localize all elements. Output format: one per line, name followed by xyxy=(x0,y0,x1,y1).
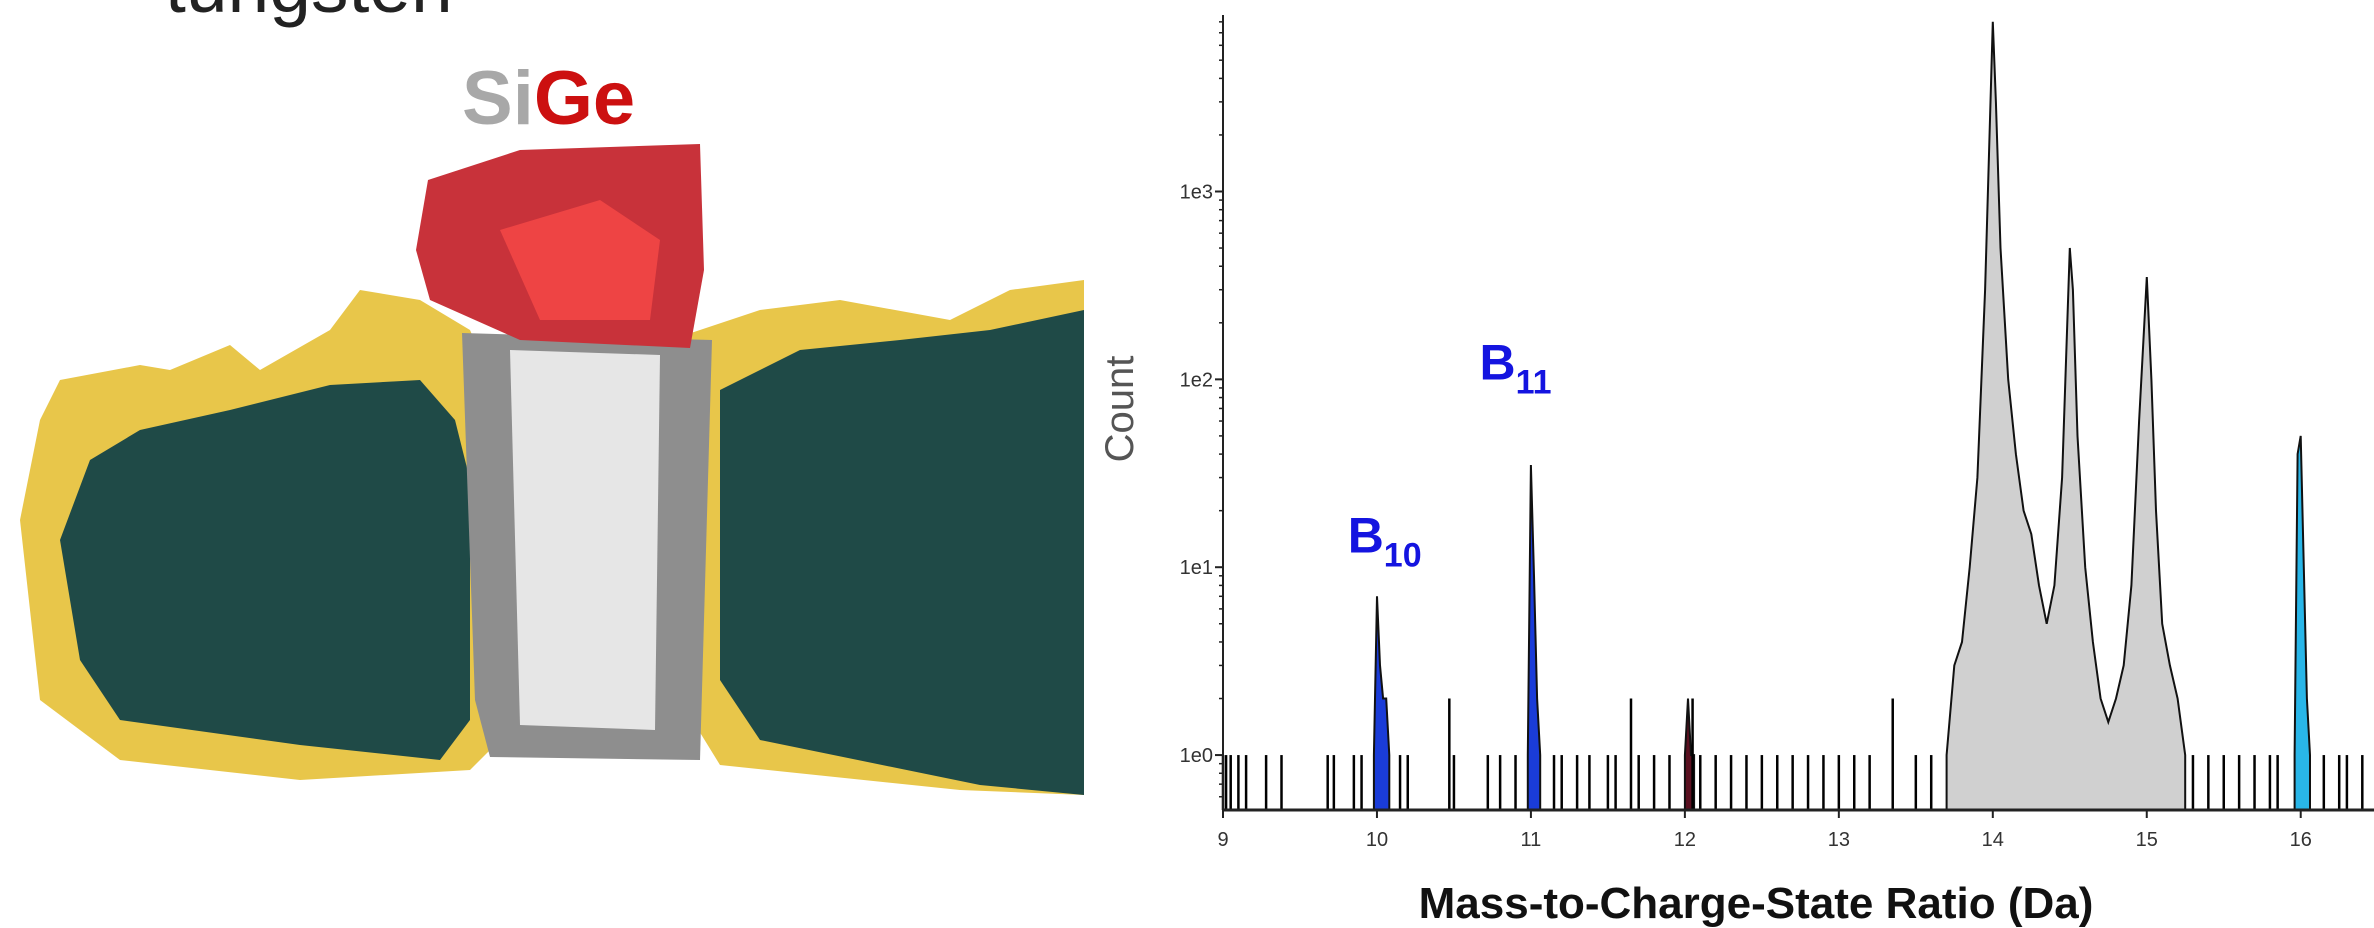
x-tick-label: 15 xyxy=(2136,829,2158,851)
peak-label-isotope: 10 xyxy=(1384,536,1422,574)
y-tick-label: 1e3 xyxy=(1180,181,1213,203)
figure: tungsten SiGe Count Mass-to-Charge-State… xyxy=(0,0,2374,928)
pillar-core xyxy=(510,350,660,730)
x-tick-label: 9 xyxy=(1217,829,1228,851)
x-axis-label: Mass-to-Charge-State Ratio (Da) xyxy=(1419,879,2094,928)
y-tick-label: 1e2 xyxy=(1180,369,1213,391)
x-tick-label: 12 xyxy=(1674,829,1696,851)
x-tick-label: 13 xyxy=(1828,829,1850,851)
x-tick-label: 10 xyxy=(1366,829,1388,851)
y-axis-label: Count xyxy=(1098,356,1142,463)
peak-label-isotope: 11 xyxy=(1516,363,1552,401)
spectrum-area xyxy=(1528,465,1540,810)
y-tick-label: 1e0 xyxy=(1180,745,1213,767)
x-tick-label: 16 xyxy=(2290,829,2312,851)
sige-label: SiGe xyxy=(462,56,635,141)
peak-label: B11 xyxy=(1479,334,1551,401)
x-tick-label: 14 xyxy=(1982,829,2004,851)
spectrum-area xyxy=(2295,436,2310,810)
si-label: Si xyxy=(462,56,534,141)
spectrum-area xyxy=(1374,596,1389,810)
3d-render xyxy=(20,144,1084,795)
x-tick-label: 11 xyxy=(1521,829,1542,851)
teal-right xyxy=(720,310,1084,795)
peak-label: B10 xyxy=(1348,507,1422,574)
ge-label: Ge xyxy=(534,56,635,141)
peak-label-element: B xyxy=(1348,507,1384,563)
y-tick-label: 1e1 xyxy=(1180,557,1213,579)
peak-label-element: B xyxy=(1479,334,1515,390)
tungsten-label: tungsten xyxy=(165,0,453,28)
spectrum-area xyxy=(1947,22,2186,810)
